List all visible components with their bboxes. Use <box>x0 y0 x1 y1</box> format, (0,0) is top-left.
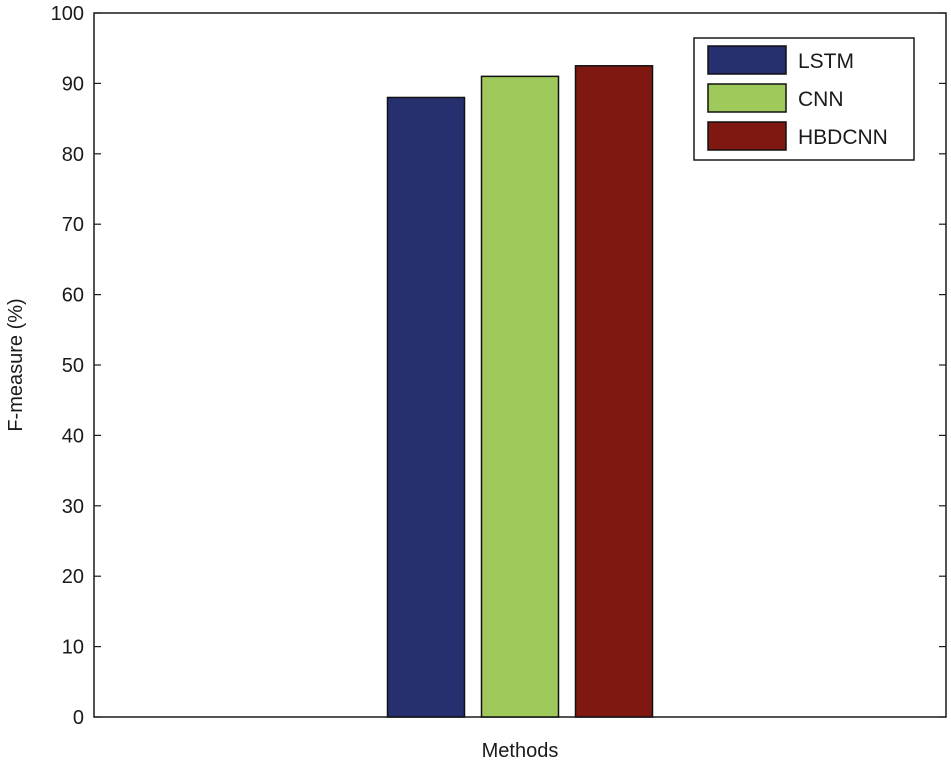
bar-lstm <box>386 96 466 718</box>
y-tick-label: 80 <box>62 144 84 166</box>
y-axis-label: F-measure (%) <box>5 298 27 431</box>
bars-group <box>386 65 654 718</box>
legend: LSTM CNN HBDCNN <box>693 37 915 161</box>
y-tick-label: 60 <box>62 285 84 307</box>
legend-swatch-lstm <box>707 45 787 75</box>
y-tick-label: 0 <box>73 707 84 729</box>
legend-swatch-cnn <box>707 83 787 113</box>
y-axis-ticks: 0 10 20 30 40 50 60 70 80 90 100 <box>51 3 946 729</box>
legend-label-hbdcnn: HBDCNN <box>798 126 888 149</box>
x-axis-label: Methods <box>482 740 559 762</box>
legend-swatch-hbdcnn <box>707 121 787 151</box>
y-tick-label: 40 <box>62 425 84 447</box>
y-tick-label: 10 <box>62 637 84 659</box>
legend-label-cnn: CNN <box>798 88 844 111</box>
y-tick-label: 20 <box>62 566 84 588</box>
y-tick-label: 50 <box>62 355 84 377</box>
y-tick-label: 30 <box>62 496 84 518</box>
bar-cnn <box>480 75 560 718</box>
legend-label-lstm: LSTM <box>798 50 854 73</box>
y-tick-label: 70 <box>62 214 84 236</box>
y-tick-label: 90 <box>62 73 84 95</box>
bar-hbdcnn <box>574 65 654 718</box>
y-tick-label: 100 <box>51 3 84 25</box>
